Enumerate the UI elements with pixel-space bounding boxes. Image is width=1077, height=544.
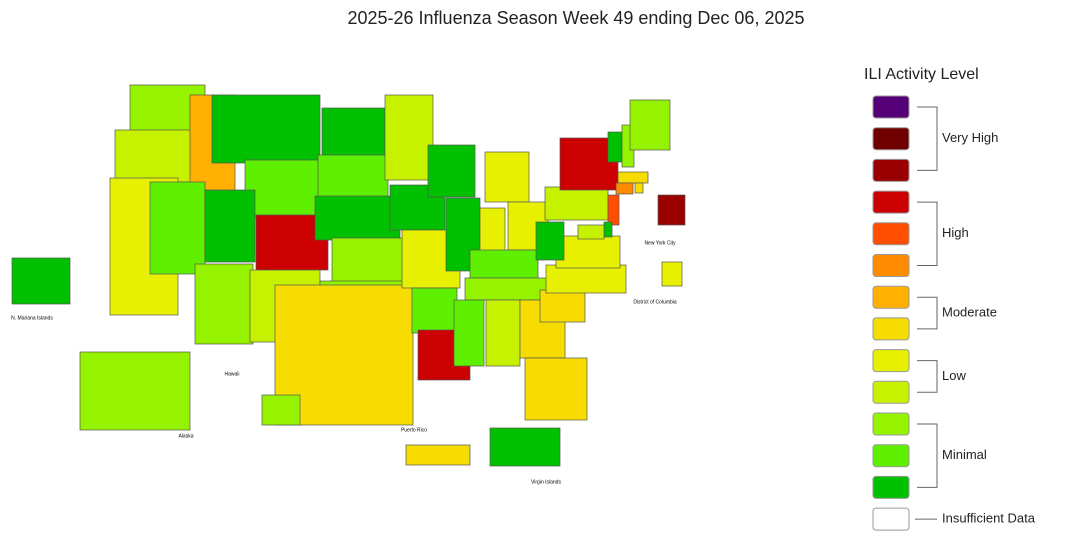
legend-swatch [872, 444, 910, 468]
region [577, 224, 605, 240]
region [603, 221, 613, 238]
legend-swatch [872, 507, 910, 531]
region [489, 427, 561, 467]
region [244, 159, 321, 219]
region [453, 299, 485, 367]
region [405, 444, 471, 466]
region-label: Virgin Islands [531, 479, 561, 485]
legend-bracket [917, 423, 938, 488]
region-label: Hawaii [224, 371, 239, 377]
region [427, 144, 476, 198]
legend-group-label: High [942, 225, 969, 240]
region [331, 237, 413, 283]
legend-swatch [872, 349, 910, 373]
region [657, 194, 686, 226]
region [535, 221, 565, 261]
legend-swatch [872, 127, 910, 151]
legend-group-label: Very High [942, 130, 998, 145]
region [539, 289, 586, 323]
region [607, 131, 623, 163]
region [321, 107, 386, 157]
region [317, 154, 389, 199]
legend-swatch [872, 380, 910, 404]
region [484, 151, 530, 203]
region [615, 182, 634, 195]
legend-group-label: Moderate [942, 304, 997, 319]
title: 2025-26 Influenza Season Week 49 ending … [347, 8, 804, 28]
legend-bracket [917, 106, 938, 171]
region [11, 257, 71, 305]
legend-group-label: Minimal [942, 447, 987, 462]
region [211, 94, 321, 164]
region [114, 129, 194, 183]
legend-title: ILI Activity Level [864, 66, 979, 83]
legend-swatch [872, 317, 910, 341]
region [204, 189, 256, 263]
region [314, 195, 401, 241]
region [661, 261, 683, 287]
legend-bracket [917, 296, 938, 330]
legend-swatch [872, 475, 910, 499]
legend-swatch [872, 285, 910, 309]
region [607, 194, 620, 226]
region [544, 186, 609, 221]
region [524, 357, 588, 421]
region [194, 263, 254, 345]
region [617, 171, 649, 184]
legend-swatch [872, 158, 910, 182]
region-label: District of Columbia [633, 299, 677, 305]
legend-swatch [872, 412, 910, 436]
region-label: Alaska [178, 433, 193, 439]
region [634, 182, 644, 194]
region [149, 181, 206, 275]
region [545, 264, 627, 294]
region [261, 394, 301, 426]
legend-swatch [872, 254, 910, 277]
legend-swatch [872, 222, 910, 246]
region [411, 287, 458, 334]
region-label: New York City [644, 240, 676, 246]
legend-swatch [872, 190, 910, 214]
region [79, 351, 191, 431]
region [629, 99, 671, 151]
legend-bracket [917, 360, 938, 393]
legend-group-label: Low [942, 368, 966, 383]
region [384, 94, 434, 181]
region-label: Puerto Rico [401, 427, 427, 433]
region [469, 249, 539, 279]
legend-label: Insufficient Data [942, 511, 1036, 526]
region [555, 235, 621, 269]
legend-bracket [917, 201, 938, 266]
region-label: N. Mariana Islands [11, 315, 53, 321]
legend-swatch [872, 95, 910, 119]
region [485, 299, 521, 367]
